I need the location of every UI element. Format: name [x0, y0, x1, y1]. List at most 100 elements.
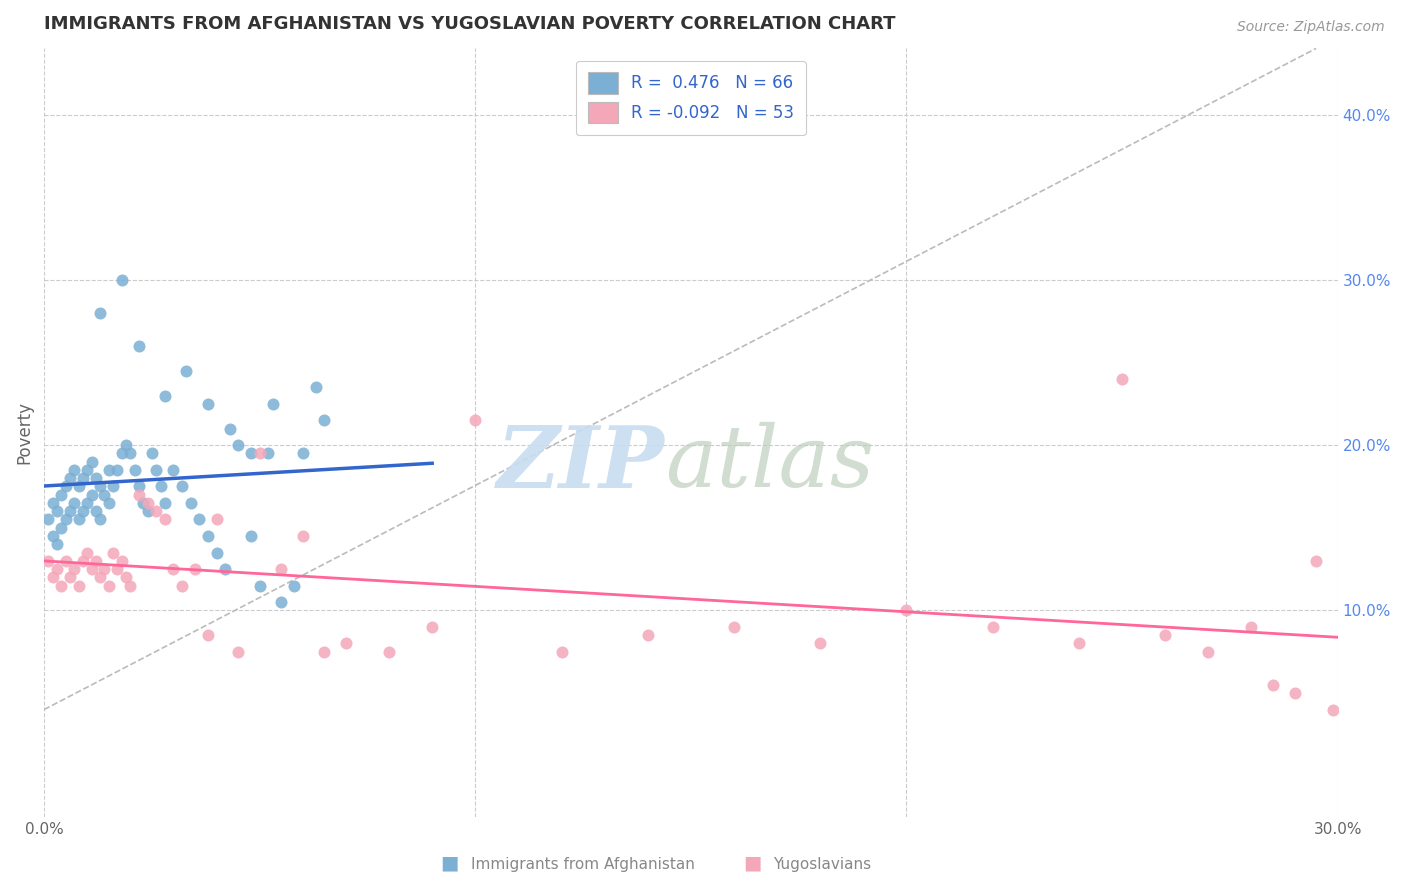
Text: Source: ZipAtlas.com: Source: ZipAtlas.com	[1237, 20, 1385, 34]
Point	[270, 595, 292, 609]
Point	[93, 488, 115, 502]
Point	[107, 463, 129, 477]
Point	[72, 471, 94, 485]
Point	[162, 463, 184, 477]
Point	[59, 471, 82, 485]
Point	[111, 446, 134, 460]
Point	[67, 479, 90, 493]
Point	[101, 545, 124, 559]
Point	[1067, 636, 1090, 650]
Point	[76, 545, 98, 559]
Point	[197, 628, 219, 642]
Point	[97, 496, 120, 510]
Point	[240, 529, 263, 543]
Text: atlas: atlas	[665, 422, 875, 505]
Point	[63, 562, 86, 576]
Point	[378, 645, 401, 659]
Point	[97, 579, 120, 593]
Point	[283, 579, 305, 593]
Point	[97, 463, 120, 477]
Point	[124, 463, 146, 477]
Point	[72, 504, 94, 518]
Point	[80, 562, 103, 576]
Text: ■: ■	[440, 854, 460, 872]
Point	[180, 496, 202, 510]
Point	[101, 479, 124, 493]
Point	[240, 446, 263, 460]
Point	[291, 446, 314, 460]
Point	[67, 512, 90, 526]
Point	[197, 397, 219, 411]
Point	[42, 496, 65, 510]
Point	[249, 579, 271, 593]
Point	[808, 636, 831, 650]
Point	[111, 554, 134, 568]
Text: Immigrants from Afghanistan: Immigrants from Afghanistan	[471, 857, 695, 872]
Point	[335, 636, 357, 650]
Point	[184, 562, 207, 576]
Point	[42, 570, 65, 584]
Point	[67, 579, 90, 593]
Point	[89, 512, 111, 526]
Point	[176, 364, 198, 378]
Point	[84, 554, 107, 568]
Point	[226, 438, 249, 452]
Point	[51, 521, 73, 535]
Point	[63, 463, 86, 477]
Point	[1240, 620, 1263, 634]
Point	[270, 562, 292, 576]
Point	[120, 446, 142, 460]
Point	[214, 562, 236, 576]
Point	[46, 562, 69, 576]
Point	[172, 479, 194, 493]
Y-axis label: Poverty: Poverty	[15, 401, 32, 464]
Point	[1111, 372, 1133, 386]
Point	[115, 570, 138, 584]
Point	[84, 471, 107, 485]
Point	[205, 545, 228, 559]
Point	[205, 512, 228, 526]
Point	[120, 579, 142, 593]
Point	[637, 628, 659, 642]
Point	[128, 339, 150, 353]
Point	[172, 579, 194, 593]
Point	[1197, 645, 1219, 659]
Point	[46, 504, 69, 518]
Point	[51, 488, 73, 502]
Point	[723, 620, 745, 634]
Point	[136, 496, 159, 510]
Text: Yugoslavians: Yugoslavians	[773, 857, 872, 872]
Point	[550, 645, 572, 659]
Point	[51, 579, 73, 593]
Point	[162, 562, 184, 576]
Point	[262, 397, 284, 411]
Point	[314, 645, 336, 659]
Point	[249, 446, 271, 460]
Point	[145, 463, 167, 477]
Point	[128, 479, 150, 493]
Text: ■: ■	[742, 854, 762, 872]
Point	[115, 438, 138, 452]
Point	[76, 496, 98, 510]
Point	[89, 570, 111, 584]
Point	[128, 488, 150, 502]
Point	[55, 479, 77, 493]
Point	[291, 529, 314, 543]
Point	[72, 554, 94, 568]
Point	[59, 504, 82, 518]
Text: IMMIGRANTS FROM AFGHANISTAN VS YUGOSLAVIAN POVERTY CORRELATION CHART: IMMIGRANTS FROM AFGHANISTAN VS YUGOSLAVI…	[44, 15, 896, 33]
Point	[464, 413, 486, 427]
Point	[145, 504, 167, 518]
Point	[93, 562, 115, 576]
Point	[226, 645, 249, 659]
Point	[132, 496, 155, 510]
Point	[84, 504, 107, 518]
Point	[153, 388, 176, 402]
Point	[197, 529, 219, 543]
Point	[55, 554, 77, 568]
Point	[89, 306, 111, 320]
Point	[37, 554, 59, 568]
Point	[420, 620, 443, 634]
Point	[76, 463, 98, 477]
Point	[136, 504, 159, 518]
